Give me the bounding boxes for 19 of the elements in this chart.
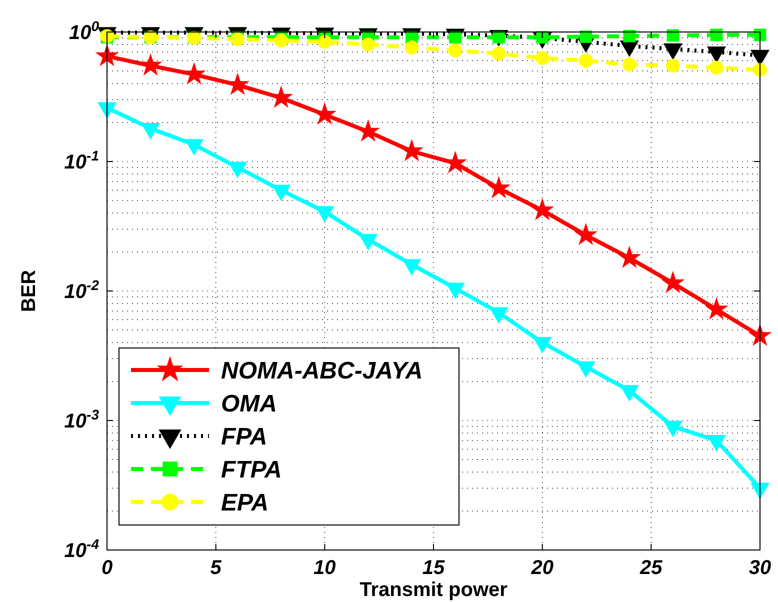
y-tick-label: 10$^{-1}$ — [64, 148, 100, 174]
x-tick-label: 15 — [422, 557, 446, 579]
x-tick-label: 10 — [314, 557, 336, 579]
y-tick-label: 10$^{-2}$ — [64, 277, 100, 303]
legend-label: FTPA — [221, 456, 282, 484]
y-tick-label: 10$^{-3}$ — [64, 406, 100, 432]
legend-label: NOMA-ABC-JAYA — [221, 357, 423, 384]
x-tick-label: 20 — [530, 557, 554, 579]
x-axis-title: Transmit power — [360, 579, 508, 601]
legend-label: EPA — [221, 489, 269, 516]
x-tick-label: 25 — [639, 557, 664, 579]
legend-label: FPA — [221, 423, 268, 450]
x-tick-label: 30 — [748, 557, 772, 579]
y-tick-label: 10$^{-4}$ — [64, 536, 100, 562]
legend-label: OMA — [221, 390, 277, 418]
x-tick-label: 0 — [101, 557, 113, 579]
x-tick-label: 5 — [210, 557, 222, 579]
y-axis-title: BER — [18, 269, 40, 312]
y-tick-label: 10$^{0}$ — [68, 18, 100, 44]
